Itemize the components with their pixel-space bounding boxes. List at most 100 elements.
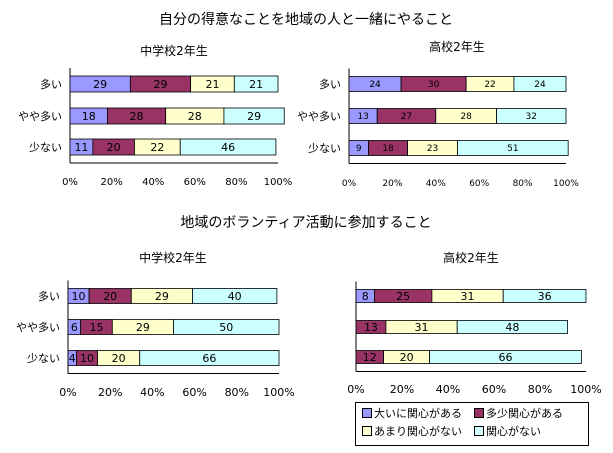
data-label: 22 [484,80,495,90]
data-label: 20 [107,141,121,154]
x-tick-label: 40% [140,386,164,399]
x-tick-label: 0% [342,179,357,189]
bar-segment [456,320,569,334]
data-label: 66 [499,351,513,364]
bar-segment [223,107,285,125]
x-tick-label: 80% [528,383,552,396]
data-label: 12 [363,351,377,364]
legend-swatch-icon [362,408,372,418]
data-label: 22 [150,141,164,154]
legend-label: 大いに関心がある [374,407,462,420]
data-label: 4 [69,352,76,365]
x-tick-label: 60% [182,386,206,399]
bar-segment [179,138,277,156]
x-tick-label: 60% [469,179,489,189]
x-tick-label: 20% [100,177,122,188]
x-tick-label: 0% [59,386,76,399]
legend: 大いに関心がある 多少関心がある あまり関心がない 関心がない [355,402,589,446]
bar-segment [233,75,279,93]
x-tick-label: 60% [482,383,506,396]
category-label: やや多い [16,320,60,334]
data-label: 10 [80,352,94,365]
data-label: 21 [249,78,263,91]
data-label: 29 [155,290,169,303]
chart-title: 高校2年生 [443,250,499,265]
bar-segment [139,350,280,366]
data-label: 6 [71,321,78,334]
legend-item: 大いに関心がある [362,406,462,422]
section2-title: 地域のボランティア活動に参加すること [180,214,431,231]
chart-title: 中学校2年生 [139,250,207,265]
x-tick-label: 80% [513,179,533,189]
section1-title: 自分の得意なことを地域の人と一緒にやること [159,11,453,28]
bar-segment [496,108,567,124]
x-tick-label: 40% [436,383,460,396]
x-tick-label: 40% [142,177,164,188]
category-label: 少ない [29,141,62,154]
legend-item: 関心がない [474,424,541,440]
data-label: 20 [400,351,414,364]
data-label: 9 [356,144,362,154]
data-label: 31 [415,321,429,334]
data-label: 13 [364,321,378,334]
bar-segment [513,76,567,92]
x-tick-label: 20% [98,386,122,399]
data-label: 36 [538,290,552,303]
data-label: 66 [202,352,216,365]
bar-segment [457,140,569,156]
chart-title: 中学校2年生 [140,43,208,58]
category-label: 多い [40,77,62,91]
data-label: 24 [369,80,381,90]
data-label: 51 [507,144,518,154]
x-tick-label: 40% [426,179,446,189]
data-label: 15 [89,321,103,334]
chart-title: 高校2年生 [429,39,485,54]
category-label: 少ない [308,142,341,155]
category-label: 多い [319,77,341,91]
data-label: 46 [221,141,235,154]
data-label: 29 [153,78,167,91]
x-tick-label: 80% [225,177,247,188]
data-label: 24 [534,80,546,90]
bar-segment [192,288,278,304]
category-label: 少ない [27,352,60,365]
x-tick-label: 0% [62,177,78,188]
legend-label: 関心がない [486,425,541,438]
data-label: 21 [205,78,219,91]
x-tick-label: 20% [382,179,402,189]
data-label: 25 [396,290,410,303]
data-label: 13 [357,112,368,122]
x-tick-label: 20% [390,383,414,396]
bar-segment [173,319,280,335]
data-label: 48 [505,321,519,334]
x-tick-label: 100% [553,179,579,189]
data-label: 10 [72,290,86,303]
data-label: 40 [228,290,242,303]
legend-swatch-icon [474,426,484,436]
x-tick-label: 80% [225,386,249,399]
data-label: 28 [130,110,144,123]
category-label: 多い [38,289,60,303]
data-label: 8 [362,290,369,303]
data-label: 29 [136,321,150,334]
x-tick-label: 100% [264,177,293,188]
data-label: 18 [82,110,96,123]
x-tick-label: 0% [347,383,364,396]
data-label: 31 [461,290,475,303]
data-label: 20 [103,290,117,303]
category-label: やや多い [18,109,62,123]
x-tick-label: 100% [263,386,294,399]
data-label: 30 [428,80,440,90]
data-label: 18 [382,144,394,154]
data-label: 28 [188,110,202,123]
legend-swatch-icon [362,426,372,436]
legend-label: 多少関心がある [486,407,563,420]
data-label: 29 [93,78,107,91]
data-label: 27 [401,112,412,122]
data-label: 23 [427,144,438,154]
x-tick-label: 100% [570,383,601,396]
data-label: 11 [74,141,88,154]
legend-item: 多少関心がある [474,406,563,422]
legend-label: あまり関心がない [374,425,462,438]
